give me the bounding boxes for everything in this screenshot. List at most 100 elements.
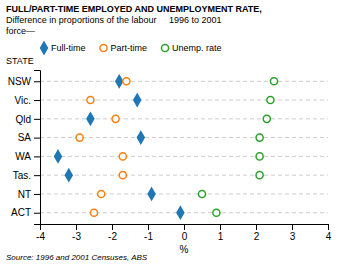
x-tick: -2 bbox=[108, 224, 117, 242]
point bbox=[267, 96, 274, 103]
legend-symbol bbox=[100, 44, 107, 51]
x-tick-label: 0 bbox=[182, 231, 188, 242]
point bbox=[256, 172, 263, 179]
x-tick-label: -3 bbox=[72, 231, 81, 242]
grid-line bbox=[40, 193, 328, 194]
y-axis-title: STATE bbox=[6, 56, 34, 66]
point bbox=[137, 132, 144, 144]
marks bbox=[55, 75, 278, 218]
y-tick: Qld bbox=[15, 114, 40, 125]
y-tick-mark bbox=[34, 194, 40, 195]
x-tick-label: -4 bbox=[36, 231, 45, 242]
point bbox=[90, 209, 97, 216]
x-tick-mark bbox=[220, 224, 221, 230]
y-tick: Vic. bbox=[15, 95, 41, 106]
legend-label: Part-time bbox=[111, 43, 148, 53]
y-tick: Tas. bbox=[13, 170, 40, 181]
point bbox=[134, 94, 141, 106]
point bbox=[87, 113, 94, 125]
x-tick: -3 bbox=[72, 224, 81, 242]
title: force— bbox=[6, 26, 35, 36]
legend-label: Full-time bbox=[51, 43, 86, 53]
point bbox=[116, 75, 123, 87]
x-axis-title: % bbox=[180, 244, 189, 255]
x-tick: 4 bbox=[326, 224, 332, 242]
x-tick: 1 bbox=[218, 224, 224, 242]
x-tick-mark bbox=[112, 224, 113, 230]
x-tick: -1 bbox=[144, 224, 153, 242]
series bbox=[76, 78, 130, 217]
point bbox=[148, 188, 155, 200]
title: Difference in proportions of the labour … bbox=[6, 15, 221, 25]
grid-line bbox=[40, 175, 328, 176]
legend-symbol bbox=[41, 42, 48, 54]
point bbox=[123, 78, 130, 85]
y-tick-label: WA bbox=[15, 151, 31, 162]
y-tick-mark bbox=[34, 81, 40, 82]
grid-line bbox=[40, 100, 328, 101]
point bbox=[55, 151, 62, 163]
point bbox=[270, 78, 277, 85]
legend: Full-time Part-time Unemp. rate bbox=[41, 42, 222, 54]
point bbox=[256, 153, 263, 160]
x-tick-mark bbox=[148, 224, 149, 230]
y-tick-label: Vic. bbox=[15, 95, 32, 106]
y-tick-mark bbox=[34, 156, 40, 157]
y-tick: SA bbox=[18, 132, 40, 143]
x-tick-label: 4 bbox=[326, 231, 332, 242]
legend-symbol bbox=[161, 44, 168, 51]
y-tick-mark bbox=[34, 138, 40, 139]
point bbox=[87, 96, 94, 103]
x-tick-mark bbox=[328, 224, 329, 230]
grid-line bbox=[40, 81, 328, 82]
x-tick-label: 3 bbox=[290, 231, 296, 242]
y-tick: NSW bbox=[8, 76, 40, 87]
y-tick: NT bbox=[18, 189, 40, 200]
point bbox=[256, 134, 263, 141]
point bbox=[213, 209, 220, 216]
x-tick: -4 bbox=[36, 224, 45, 242]
x-axis-line bbox=[41, 225, 329, 231]
point bbox=[177, 207, 184, 219]
y-tick-label: Qld bbox=[15, 114, 31, 125]
y-tick-mark bbox=[34, 100, 40, 101]
x-tick-mark bbox=[256, 224, 257, 230]
y-tick-label: Tas. bbox=[13, 170, 31, 181]
y-tick-mark bbox=[34, 175, 40, 176]
series bbox=[55, 75, 184, 218]
grid-line bbox=[40, 156, 328, 157]
y-tick-label: ACT bbox=[11, 207, 31, 218]
y-tick-label: NT bbox=[18, 189, 31, 200]
title: FULL/PART-TIME EMPLOYED AND UNEMPLOYMENT… bbox=[6, 4, 262, 14]
source: Source: 1996 and 2001 Censuses, ABS bbox=[6, 253, 148, 262]
y-tick: WA bbox=[15, 151, 40, 162]
point bbox=[119, 172, 126, 179]
y-tick-mark bbox=[34, 119, 40, 120]
point bbox=[65, 169, 72, 181]
x-tick: 2 bbox=[254, 224, 260, 242]
y-tick-label: NSW bbox=[8, 76, 32, 87]
grid bbox=[40, 81, 328, 212]
x-tick-label: -2 bbox=[108, 231, 117, 242]
x-tick: 0 bbox=[182, 224, 188, 242]
x-axis: -4 -3 -2 -1 0 1 2 3 4 bbox=[36, 224, 332, 242]
y-tick-mark bbox=[34, 213, 40, 214]
x-tick-mark bbox=[292, 224, 293, 230]
grid-line bbox=[40, 118, 328, 119]
series bbox=[198, 78, 277, 217]
legend-label: Unemp. rate bbox=[172, 43, 222, 53]
point bbox=[76, 134, 83, 141]
point bbox=[98, 190, 105, 197]
y-tick: ACT bbox=[11, 207, 40, 218]
x-tick: 3 bbox=[290, 224, 296, 242]
x-tick-mark bbox=[76, 224, 77, 230]
point bbox=[112, 115, 119, 122]
point bbox=[263, 115, 270, 122]
point bbox=[198, 190, 205, 197]
x-tick-label: 1 bbox=[218, 231, 224, 242]
x-tick-mark bbox=[184, 224, 185, 230]
point bbox=[119, 153, 126, 160]
x-tick-label: -1 bbox=[144, 231, 153, 242]
x-tick-label: 2 bbox=[254, 231, 260, 242]
y-axis-line bbox=[34, 71, 41, 225]
